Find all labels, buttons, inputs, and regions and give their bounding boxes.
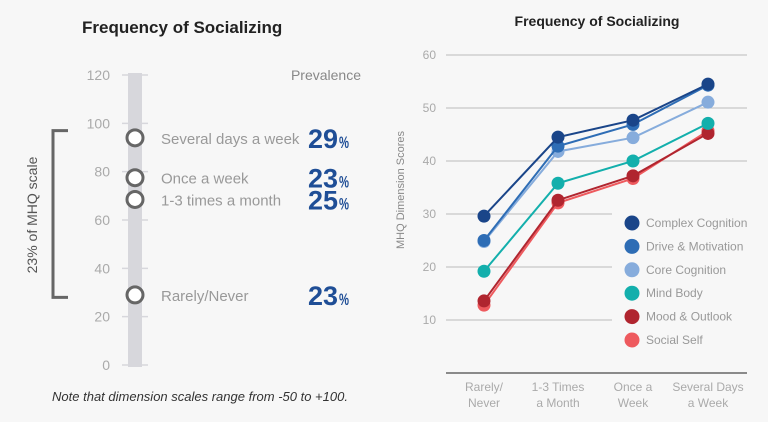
data-point (551, 139, 565, 153)
scale-point (125, 128, 145, 148)
y-tick-label: 30 (423, 207, 437, 221)
x-tick-label: Once a (614, 380, 653, 394)
series-line (483, 101, 709, 243)
legend-label: Drive & Motivation (646, 239, 743, 253)
data-point (551, 176, 565, 190)
x-tick-label: Rarely/ (465, 380, 504, 394)
series-line (483, 132, 709, 302)
legend-label: Core Cognition (646, 263, 726, 277)
data-point (626, 131, 640, 145)
prevalence-value: 23 (308, 281, 338, 311)
legend-marker (624, 238, 640, 254)
y-tick-label: 100 (87, 115, 111, 131)
data-point (626, 113, 640, 127)
legend-label: Complex Cognition (646, 216, 747, 230)
bracket-label: 23% of MHQ scale (24, 156, 40, 273)
point-label: Once a week (161, 171, 249, 188)
x-axis-labels: Rarely/Never 1-3 Times a Month Once a Week Se… (465, 380, 744, 410)
data-point (477, 264, 491, 278)
legend-marker (624, 285, 640, 301)
prevalence-unit: % (339, 173, 349, 192)
prevalence-header: Prevalence (291, 67, 361, 83)
legend-label: Mind Body (646, 286, 703, 300)
point-label: Rarely/Never (161, 288, 249, 305)
prevalence-unit: % (339, 133, 349, 152)
legend-label: Mood & Outlook (646, 310, 733, 324)
data-point (551, 193, 565, 207)
left-scale: 0 20 40 60 80 100 120 (87, 67, 148, 373)
y-tick-label: 80 (94, 164, 110, 180)
scale-point (125, 189, 145, 209)
series (477, 77, 715, 312)
x-tick-label: a Month (536, 396, 579, 410)
x-tick-label: 1-3 Times (532, 380, 585, 394)
data-point (626, 154, 640, 168)
data-point (701, 126, 715, 140)
point-label: 1-3 times a month (161, 192, 281, 209)
y-tick-label: 60 (94, 212, 110, 228)
left-points: Several days a week 29 % Once a week 23 % 1-3 … (125, 124, 349, 311)
data-point (477, 209, 491, 223)
right-title: Frequency of Socializing (515, 13, 680, 29)
data-point (701, 116, 715, 130)
y-tick-label: 20 (423, 260, 437, 274)
data-point (477, 234, 491, 247)
series-line (483, 83, 709, 217)
legend-marker (624, 332, 640, 348)
left-title: Frequency of Socializing (82, 18, 282, 37)
data-point (551, 130, 565, 144)
series-line (483, 122, 709, 272)
scale-note: Note that dimension scales range from -5… (52, 389, 348, 404)
grid: 10 20 30 40 50 60 (423, 48, 747, 374)
prevalence-unit: % (339, 290, 349, 309)
data-point (701, 77, 715, 91)
x-tick-label: Week (618, 396, 649, 410)
y-tick-label: 20 (94, 309, 110, 325)
point-label: Several days a week (161, 131, 300, 148)
legend: Complex Cognition Drive & Motivation Core … (624, 215, 747, 348)
y-axis-label: MHQ Dimension Scores (395, 131, 407, 249)
y-tick-label: 40 (94, 260, 110, 276)
x-tick-label: Several Days (672, 380, 743, 394)
scale-point (125, 285, 145, 305)
legend-marker (624, 215, 640, 231)
data-point (701, 95, 715, 109)
legend-marker (624, 262, 640, 278)
prevalence-unit: % (339, 194, 349, 213)
legend-marker (624, 309, 640, 325)
data-point (626, 169, 640, 183)
y-tick-label: 10 (423, 313, 437, 327)
y-tick-label: 120 (87, 67, 111, 83)
y-tick-label: 0 (102, 357, 110, 373)
x-tick-label: Never (468, 396, 500, 410)
bracket (51, 129, 68, 299)
series-line (483, 84, 709, 242)
y-tick-label: 50 (423, 101, 437, 115)
prevalence-value: 25 (308, 185, 338, 215)
y-tick-label: 40 (423, 154, 437, 168)
prevalence-value: 29 (308, 124, 338, 154)
x-tick-label: a Week (688, 396, 729, 410)
scale-point (125, 168, 145, 188)
legend-label: Social Self (646, 333, 703, 347)
y-tick-label: 60 (423, 48, 437, 62)
prevalence-value: 23 (308, 164, 338, 194)
data-point (477, 294, 491, 308)
